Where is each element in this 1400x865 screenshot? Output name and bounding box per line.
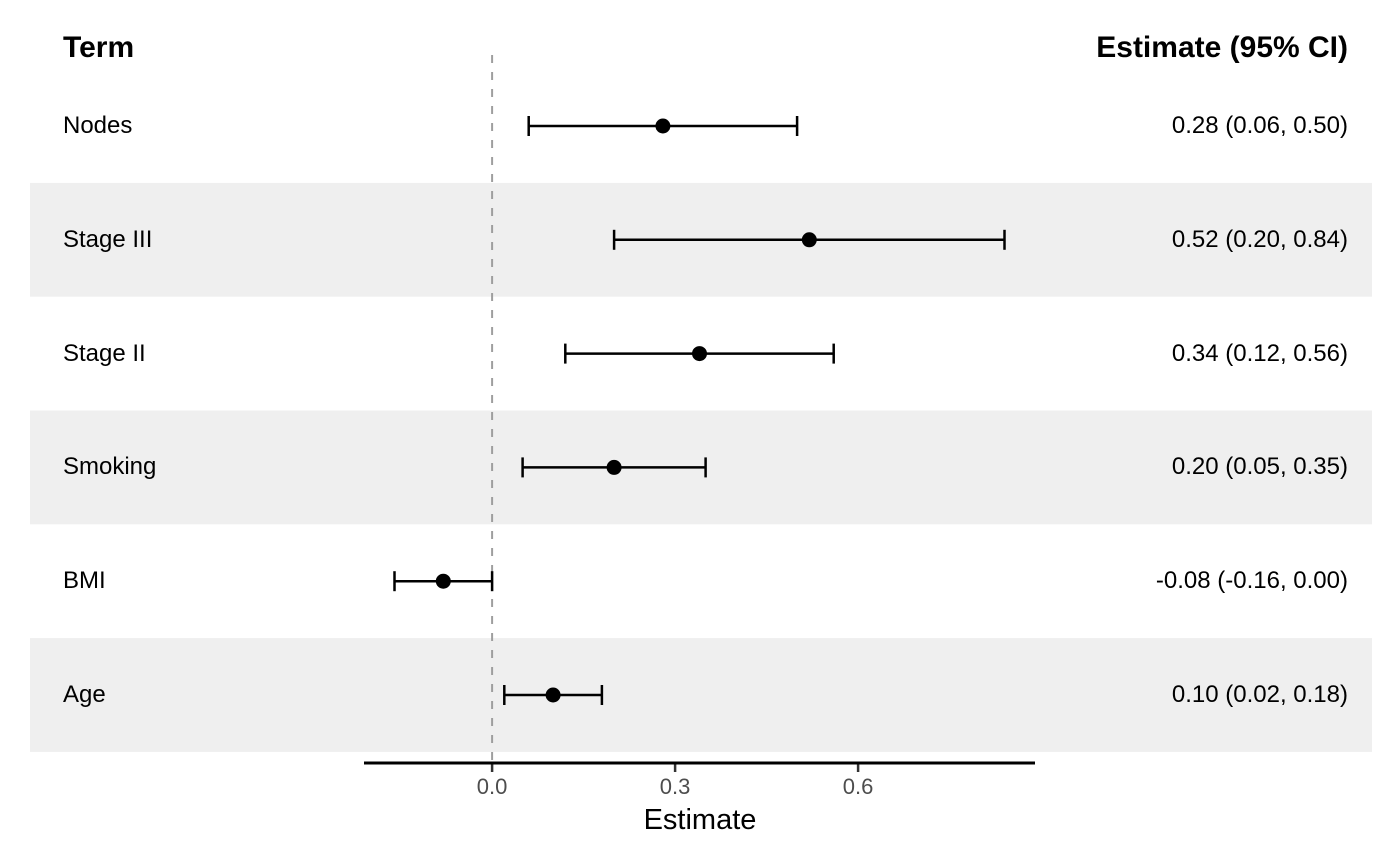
estimate-ci-value: 0.28 (0.06, 0.50) — [1171, 112, 1348, 139]
column-header-estimate: Estimate (95% CI) — [1096, 31, 1348, 64]
x-axis-title: Estimate — [643, 804, 757, 836]
term-label: Stage III — [63, 225, 153, 253]
x-axis-tick-label: 0.0 — [476, 774, 508, 799]
estimate-point — [801, 232, 817, 248]
term-label: Nodes — [63, 112, 133, 139]
estimate-ci-value: 0.10 (0.02, 0.18) — [1171, 681, 1348, 708]
estimate-point — [435, 573, 451, 589]
term-label: Stage II — [63, 339, 146, 367]
estimate-ci-value: 0.52 (0.20, 0.84) — [1171, 225, 1348, 253]
term-label: Smoking — [63, 453, 157, 481]
estimate-ci-value: 0.34 (0.12, 0.56) — [1171, 339, 1348, 367]
term-label: BMI — [63, 567, 106, 595]
estimate-ci-value: 0.20 (0.05, 0.35) — [1171, 453, 1348, 481]
estimate-point — [692, 346, 707, 362]
x-axis-tick-label: 0.6 — [842, 774, 874, 799]
column-header-term: Term — [63, 31, 135, 64]
estimate-point — [545, 687, 561, 703]
x-axis-tick-label: 0.3 — [659, 774, 691, 799]
term-label: Age — [63, 681, 106, 708]
estimate-point — [606, 459, 622, 475]
estimate-ci-value: -0.08 (-0.16, 0.00) — [1155, 567, 1348, 595]
stripe-band — [30, 638, 1372, 752]
estimate-point — [655, 118, 671, 134]
